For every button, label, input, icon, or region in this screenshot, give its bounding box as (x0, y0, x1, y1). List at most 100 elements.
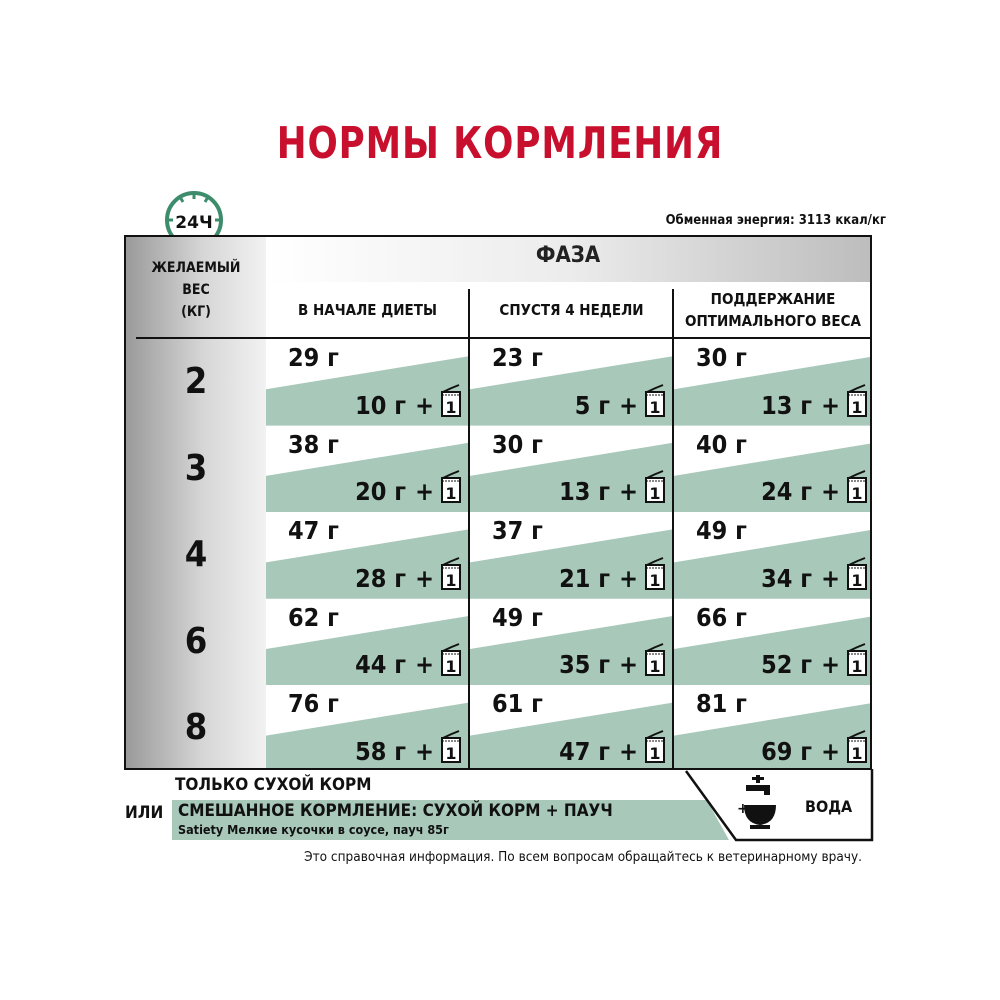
wet-dry-amount: 20 г (355, 477, 406, 507)
table-cell: 23 г 5 г +1 (470, 339, 672, 426)
wet-dry-amount: 69 г (761, 736, 812, 766)
weight-header-line: ВЕС (182, 282, 210, 298)
pouch-icon: 1 (440, 383, 462, 418)
svg-text:1: 1 (445, 484, 456, 503)
dry-amount: 49 г (492, 602, 543, 632)
table-cell: 38 г 20 г +1 (266, 425, 468, 513)
table-cell: 30 г 13 г +1 (470, 425, 672, 513)
svg-text:1: 1 (445, 744, 456, 763)
svg-text:1: 1 (445, 398, 456, 417)
svg-text:1: 1 (851, 484, 862, 503)
weight-value: 6 (184, 620, 208, 662)
page-title: НОРМЫ КОРМЛЕНИЯ (276, 118, 724, 169)
plus-sign: + (415, 563, 434, 593)
pouch-icon: 1 (644, 383, 666, 418)
pouch-icon: 1 (644, 470, 666, 504)
table-cell: 30 г 13 г +1 (674, 339, 870, 426)
pouch-icon: 1 (644, 643, 666, 677)
plus-sign: + (619, 477, 638, 507)
dry-amount: 30 г (696, 343, 747, 372)
divider (468, 289, 470, 768)
weight-header-line: (КГ) (181, 304, 211, 320)
energy-info: Обменная энергия: 3113 ккал/кг (665, 213, 886, 228)
svg-text:1: 1 (649, 744, 660, 763)
column-header-4-weeks: СПУСТЯ 4 НЕДЕЛИ (499, 301, 644, 319)
weight-header-line: ЖЕЛАЕМЫЙ (151, 260, 241, 276)
svg-text:1: 1 (851, 571, 862, 590)
svg-text:1: 1 (649, 484, 660, 503)
pouch-icon: 1 (846, 470, 868, 504)
wet-dry-amount: 34 г (761, 563, 812, 593)
dry-amount: 62 г (288, 602, 339, 632)
svg-text:1: 1 (445, 571, 456, 590)
dry-amount: 81 г (696, 689, 747, 719)
wet-dry-amount: 24 г (761, 477, 812, 507)
plus-sign: + (415, 650, 434, 680)
column-header-maintenance: ПОДДЕРЖАНИЕ ОПТИМАЛЬНОГО ВЕСА (684, 290, 861, 330)
table-cell: 37 г 21 г +1 (470, 512, 672, 599)
plus-sign: + (821, 650, 840, 680)
divider (672, 289, 674, 768)
pouch-icon: 1 (644, 556, 666, 591)
wet-dry-amount: 5 г (574, 390, 610, 420)
plus-sign: + (619, 736, 638, 766)
disclaimer: Это справочная информация. По всем вопро… (304, 849, 862, 865)
weight-value: 2 (184, 361, 208, 402)
svg-text:1: 1 (649, 571, 660, 590)
phase-header-bg (266, 237, 870, 282)
plus-sign: + (415, 390, 434, 420)
svg-text:1: 1 (851, 398, 862, 417)
plus-sign: + (619, 650, 638, 680)
legend-dry-only: ТОЛЬКО СУХОЙ КОРМ (175, 775, 372, 795)
table-cell: 47 г 28 г +1 (266, 512, 468, 599)
pouch-icon: 1 (440, 556, 462, 591)
table-cell: 40 г 24 г +1 (674, 425, 870, 513)
table-cell: 81 г 69 г +1 (674, 685, 870, 768)
dry-amount: 40 г (696, 429, 747, 459)
wet-dry-amount: 13 г (559, 477, 610, 507)
svg-text:1: 1 (649, 657, 660, 676)
weight-value: 8 (184, 707, 208, 749)
weight-value: 3 (184, 447, 208, 489)
pouch-icon: 1 (644, 730, 666, 764)
table-cell: 29 г 10 г +1 (266, 339, 468, 426)
column-header-bg (266, 282, 870, 338)
plus-sign: + (619, 563, 638, 593)
pouch-icon: 1 (846, 730, 868, 764)
wet-dry-amount: 47 г (559, 736, 610, 766)
table-cell: 66 г 52 г +1 (674, 598, 870, 686)
wet-dry-amount: 10 г (355, 390, 406, 420)
dry-amount: 38 г (288, 429, 339, 459)
column-header-start: В НАЧАЛЕ ДИЕТЫ (298, 301, 437, 319)
table-cell: 49 г 34 г +1 (674, 512, 870, 599)
weight-column-bg (126, 237, 266, 768)
wet-dry-amount: 13 г (761, 390, 812, 420)
pouch-icon: 1 (846, 383, 868, 418)
dry-amount: 29 г (288, 343, 339, 372)
dry-amount: 37 г (492, 516, 543, 546)
plus-sign: + (821, 390, 840, 420)
svg-text:1: 1 (649, 398, 660, 417)
legend-water: ВОДА (805, 797, 853, 816)
table-cell: 61 г 47 г +1 (470, 685, 672, 768)
svg-text:1: 1 (445, 657, 456, 676)
plus-sign: + (821, 477, 840, 507)
wet-dry-amount: 28 г (355, 563, 406, 593)
pouch-icon: 1 (846, 556, 868, 591)
dry-amount: 47 г (288, 516, 339, 546)
pouch-icon: 1 (440, 470, 462, 504)
dry-amount: 23 г (492, 343, 543, 372)
wet-dry-amount: 35 г (559, 650, 610, 680)
plus-sign: + (821, 563, 840, 593)
wet-dry-amount: 52 г (761, 650, 812, 680)
legend-mixed-product: Satiety Мелкие кусочки в соусе, пауч 85г (178, 822, 449, 837)
table-cell: 49 г 35 г +1 (470, 598, 672, 686)
feeding-table: ФАЗА ЖЕЛАЕМЫЙ ВЕС (КГ) В НАЧАЛЕ ДИЕТЫ СП… (124, 235, 872, 770)
svg-text:1: 1 (851, 657, 862, 676)
water-box: + (684, 769, 874, 842)
water-plus: + (737, 801, 749, 817)
pouch-icon: 1 (440, 643, 462, 677)
svg-text:1: 1 (851, 744, 862, 763)
wet-dry-amount: 44 г (355, 650, 406, 680)
